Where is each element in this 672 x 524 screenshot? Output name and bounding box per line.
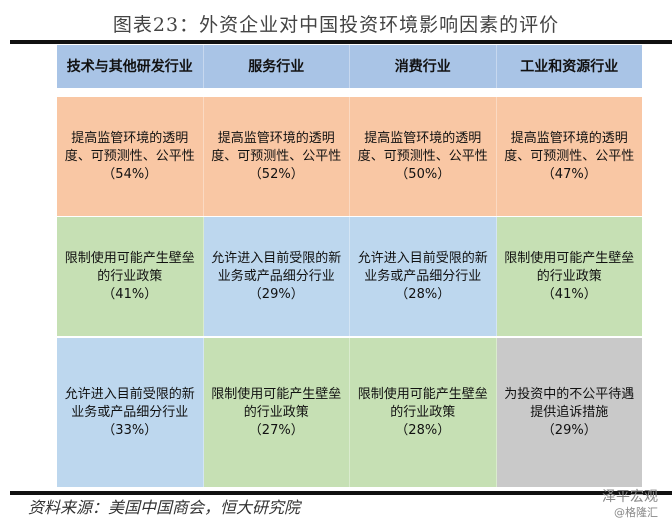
- cell-text: 限制使用可能产生壁垒的行业政策: [357, 386, 488, 420]
- table-row: 提高监管环境的透明度、可预测性、公平性 （54%） 提高监管环境的透明度、可预测性、…: [57, 97, 642, 216]
- cell-text: 限制使用可能产生壁垒的行业政策: [504, 250, 635, 284]
- header-row: 技术与其他研发行业 服务行业 消费行业 工业和资源行业: [57, 45, 642, 88]
- cell-percent: （41%）: [541, 286, 597, 302]
- top-rule: [10, 40, 672, 44]
- table-cell: 限制使用可能产生壁垒的行业政策 （28%）: [350, 338, 497, 487]
- cell-text: 允许进入目前受限的新业务或产品细分行业: [357, 250, 488, 284]
- table-cell: 提高监管环境的透明度、可预测性、公平性 （52%）: [203, 97, 350, 216]
- cell-percent: （54%）: [102, 166, 158, 182]
- bottom-rule: [10, 491, 672, 495]
- cell-text: 限制使用可能产生壁垒的行业政策: [211, 386, 342, 420]
- header-cell: 消费行业: [350, 45, 497, 88]
- cell-text: 允许进入目前受限的新业务或产品细分行业: [64, 386, 195, 420]
- cell-percent: （47%）: [541, 166, 597, 182]
- chart-title: 图表23：外资企业对中国投资环境影响因素的评价: [112, 14, 560, 36]
- table-cell: 允许进入目前受限的新业务或产品细分行业 （29%）: [203, 217, 350, 336]
- table-row: 限制使用可能产生壁垒的行业政策 （41%） 允许进入目前受限的新业务或产品细分行业 （…: [57, 217, 642, 336]
- cell-text: 允许进入目前受限的新业务或产品细分行业: [211, 250, 342, 284]
- cell-text: 提高监管环境的透明度、可预测性、公平性: [504, 130, 635, 164]
- cell-percent: （29%）: [248, 286, 304, 302]
- watermark-line1: 泽平宏观: [602, 489, 658, 505]
- table-cell: 允许进入目前受限的新业务或产品细分行业 （28%）: [350, 217, 497, 336]
- cell-percent: （28%）: [395, 286, 451, 302]
- cell-percent: （28%）: [395, 422, 451, 438]
- table-cell: 为投资中的不公平待遇提供追诉措施 （29%）: [496, 338, 642, 487]
- cell-percent: （27%）: [248, 422, 304, 438]
- header-cell: 技术与其他研发行业: [57, 45, 204, 88]
- cell-text: 为投资中的不公平待遇提供追诉措施: [504, 386, 635, 420]
- table-cell: 提高监管环境的透明度、可预测性、公平性 （54%）: [57, 97, 204, 216]
- cell-percent: （29%）: [541, 422, 597, 438]
- cell-percent: （33%）: [102, 422, 158, 438]
- table-cell: 提高监管环境的透明度、可预测性、公平性 （50%）: [350, 97, 497, 216]
- watermark: 泽平宏观 @格隆汇: [602, 490, 658, 520]
- table-row: 允许进入目前受限的新业务或产品细分行业 （33%） 限制使用可能产生壁垒的行业政策 （…: [57, 338, 642, 487]
- table-cell: 允许进入目前受限的新业务或产品细分行业 （33%）: [57, 338, 204, 487]
- header-cell: 工业和资源行业: [496, 45, 642, 88]
- watermark-line2: @格隆汇: [614, 506, 658, 519]
- cell-percent: （50%）: [395, 166, 451, 182]
- table-cell: 限制使用可能产生壁垒的行业政策 （41%）: [496, 217, 642, 336]
- cell-text: 提高监管环境的透明度、可预测性、公平性: [64, 130, 195, 164]
- cell-text: 限制使用可能产生壁垒的行业政策: [64, 250, 195, 284]
- source-note: 资料来源：美国中国商会，恒大研究院: [28, 498, 301, 517]
- table-cell: 限制使用可能产生壁垒的行业政策 （27%）: [203, 338, 350, 487]
- cell-percent: （41%）: [102, 286, 158, 302]
- table-cell: 限制使用可能产生壁垒的行业政策 （41%）: [57, 217, 204, 336]
- table-cell: 提高监管环境的透明度、可预测性、公平性 （47%）: [496, 97, 642, 216]
- cell-percent: （52%）: [248, 166, 304, 182]
- header-cell: 服务行业: [203, 45, 350, 88]
- cell-text: 提高监管环境的透明度、可预测性、公平性: [357, 130, 488, 164]
- cell-text: 提高监管环境的透明度、可预测性、公平性: [211, 130, 342, 164]
